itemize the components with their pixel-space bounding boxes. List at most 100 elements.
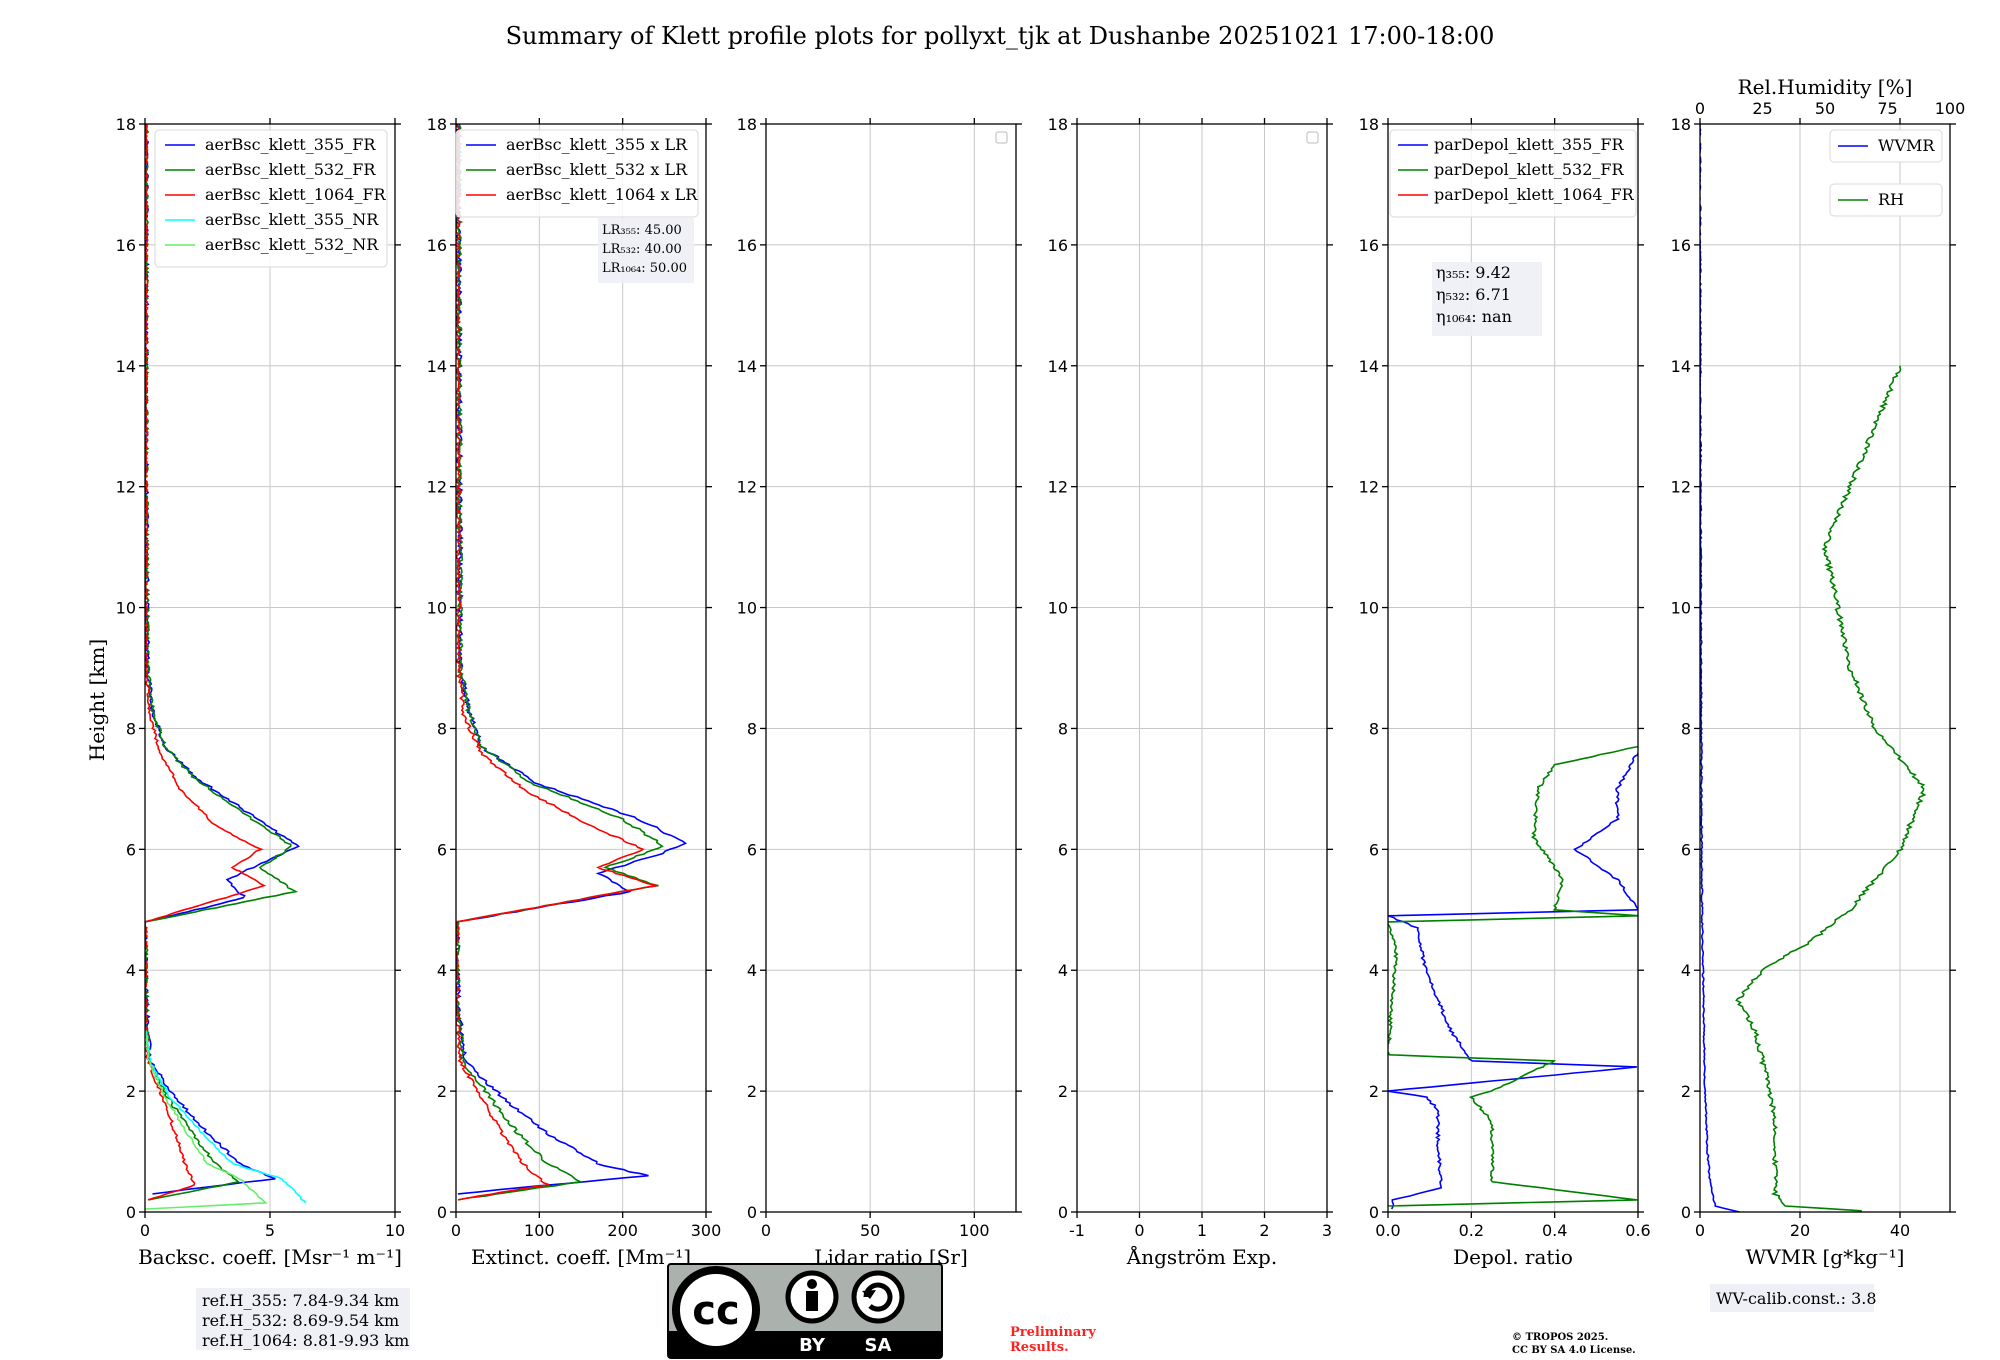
x-tick-label: 0.0 [1375, 1221, 1400, 1240]
y-tick-label: 2 [1681, 1082, 1691, 1101]
y-tick-label: 12 [1671, 478, 1691, 497]
cc-logo-icon [672, 1266, 760, 1354]
y-tick-label: 16 [427, 236, 447, 255]
legend-box [1389, 129, 1637, 218]
y-tick-label: 12 [116, 478, 136, 497]
y-tick-label: 4 [747, 961, 757, 980]
preliminary-line-1: Preliminary [1010, 1325, 1096, 1340]
y-tick-label: 6 [1058, 840, 1068, 859]
panel-bsc: 0 2 4 6 8 10 12 14 16 18 0 5 10 Backsc. coeff. [Msr⁻¹… [116, 115, 406, 1269]
y-tick-label: 10 [1359, 599, 1379, 618]
y-tick-label: 8 [1681, 719, 1691, 738]
axes-frame [765, 123, 1017, 1213]
legend-entry: RH [1878, 190, 1904, 209]
series-line-aerBsc_klett_1064 x LR [456, 124, 658, 1201]
copyright-note: © TROPOS 2025. CC BY SA 4.0 License. [1512, 1332, 1636, 1356]
y-tick-label: 0 [1369, 1203, 1379, 1222]
series-group [456, 124, 688, 1201]
y-tick-label: 14 [116, 357, 136, 376]
annotation-text: LR₃₅₅: 45.00 [602, 223, 682, 238]
y-tick-label: 4 [1681, 961, 1691, 980]
x-tick-label: 0 [451, 1221, 461, 1240]
series-line-aerBsc_klett_532 x LR [456, 124, 664, 1201]
x-tick-label: 100 [959, 1221, 990, 1240]
legend-entry: aerBsc_klett_1064 x LR [506, 185, 698, 204]
annotation-text: η₃₅₅: 9.42 [1436, 263, 1511, 282]
legend-entry: WVMR [1878, 136, 1935, 155]
x-tick-label: 0 [140, 1221, 150, 1240]
ref-heights-box: ref.H_355: 7.84-9.34 km ref.H_532: 8.69-… [196, 1288, 410, 1350]
copyright-line-1: © TROPOS 2025. [1512, 1332, 1608, 1343]
y-tick-label: 16 [116, 236, 136, 255]
y-tick-label: 14 [1359, 357, 1379, 376]
figure-title: Summary of Klett profile plots for polly… [506, 22, 1495, 50]
x-tick-label: 1 [1197, 1221, 1207, 1240]
y-tick-label: 2 [126, 1082, 136, 1101]
share-alike-icon [851, 1270, 905, 1324]
axes-frame [1387, 123, 1639, 1213]
x-tick-label: 10 [385, 1221, 405, 1240]
series-group [1700, 124, 1927, 1212]
legend-entry: parDepol_klett_532_FR [1434, 160, 1625, 179]
y-tick-label: 18 [737, 115, 757, 134]
series-group [1388, 745, 1638, 1210]
x2-tick-label: 50 [1815, 99, 1835, 118]
x-tick-label: 0.2 [1459, 1221, 1484, 1240]
empty-legend-box [995, 131, 1008, 144]
wv-calib-text: WV-calib.const.: 3.8 [1716, 1289, 1877, 1308]
y-tick-label: 6 [126, 840, 136, 859]
annotation-text: LR₁₀₆₄: 50.00 [602, 261, 687, 276]
x2-tick-label: 75 [1877, 99, 1897, 118]
x-tick-label: 0 [1134, 1221, 1144, 1240]
y-tick-label: 4 [437, 961, 447, 980]
badge-by-text: BY [799, 1335, 826, 1356]
legend-entry: parDepol_klett_1064_FR [1434, 185, 1635, 204]
x2-tick-label: 25 [1752, 99, 1772, 118]
x-tick-label: 50 [860, 1221, 880, 1240]
annotation-text: η₁₀₆₄: nan [1436, 307, 1512, 326]
axes-frame [1699, 123, 1951, 1213]
x-tick-label: -1 [1069, 1221, 1085, 1240]
x-tick-label: 2 [1259, 1221, 1269, 1240]
y-tick-label: 14 [1671, 357, 1691, 376]
y-axis-label: Height [km] [85, 639, 109, 761]
y-tick-label: 16 [737, 236, 757, 255]
x-tick-label: 300 [691, 1221, 722, 1240]
legend-entry: aerBsc_klett_532 x LR [506, 160, 688, 179]
y-tick-label: 10 [737, 599, 757, 618]
x-tick-label: 40 [1890, 1221, 1910, 1240]
annotation-text: LR₅₃₂: 40.00 [602, 242, 682, 257]
y-tick-label: 12 [1048, 478, 1068, 497]
y-tick-label: 0 [1058, 1203, 1068, 1222]
y-tick-label: 8 [126, 719, 136, 738]
y-tick-label: 8 [1369, 719, 1379, 738]
svg-text:cc: cc [692, 1288, 739, 1334]
y-tick-label: 2 [1058, 1082, 1068, 1101]
legend-entry: aerBsc_klett_532_NR [205, 235, 379, 254]
y-tick-label: 16 [1359, 236, 1379, 255]
y-tick-label: 6 [437, 840, 447, 859]
series-group [145, 124, 307, 1210]
badge-sa-text: SA [865, 1335, 892, 1356]
x-tick-label: 0.6 [1625, 1221, 1650, 1240]
series-line-WVMR [1700, 124, 1740, 1212]
series-line-aerBsc_klett_355 x LR [456, 124, 688, 1195]
y-tick-label: 8 [747, 719, 757, 738]
series-line-parDepol_klett_355_FR [1388, 752, 1638, 1210]
legend-entry: parDepol_klett_355_FR [1434, 135, 1625, 154]
series-line-RH [1735, 365, 1927, 1212]
y-tick-label: 18 [1048, 115, 1068, 134]
preliminary-line-2: Results. [1010, 1340, 1069, 1355]
y-tick-label: 12 [737, 478, 757, 497]
y-tick-label: 16 [1671, 236, 1691, 255]
y-tick-label: 8 [437, 719, 447, 738]
y-tick-label: 0 [126, 1203, 136, 1222]
y-tick-label: 10 [427, 599, 447, 618]
y-tick-label: 14 [737, 357, 757, 376]
legend-entry: aerBsc_klett_532_FR [205, 160, 376, 179]
y-tick-label: 2 [747, 1082, 757, 1101]
